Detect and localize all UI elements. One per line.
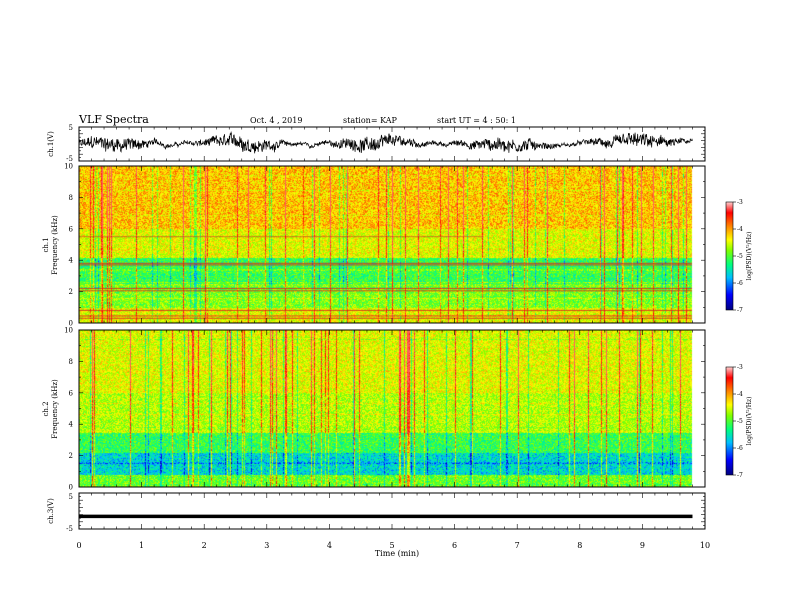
colorbar-tick-label: -3 bbox=[737, 364, 743, 371]
date-label: Oct. 4 , 2019 bbox=[250, 116, 302, 125]
time-tick-label: 4 bbox=[327, 541, 332, 550]
ch1-colorbar: -3 -4 -5 -6 -7 log(PSD)(V²/Hz) bbox=[725, 199, 753, 314]
time-tick-label: 9 bbox=[640, 541, 645, 550]
colorbar-tick-label: -6 bbox=[737, 280, 743, 287]
time-tick-label: 8 bbox=[577, 541, 582, 550]
time-tick-label: 1 bbox=[139, 541, 144, 550]
time-tick-label: 10 bbox=[700, 541, 710, 550]
frequency-tick-label: 10 bbox=[64, 163, 73, 171]
ch1-waveform-panel: 5 -5 ch.1(V) bbox=[47, 124, 706, 163]
colorbar-tick-label: -7 bbox=[737, 472, 743, 479]
colorbar-tick-label: -5 bbox=[737, 253, 743, 260]
ch2-spectrogram-ticks bbox=[78, 329, 706, 488]
frequency-tick-label: 2 bbox=[69, 288, 73, 296]
ch3-waveform-frame bbox=[78, 492, 706, 530]
ch3-waveform-ticks bbox=[78, 492, 706, 530]
ch3-waveform-panel: 5 -5 ch.3(V) bbox=[47, 492, 706, 533]
frequency-tick-label: 10 bbox=[64, 327, 73, 335]
colorbar-tick-label: -5 bbox=[737, 418, 743, 425]
frequency-tick-label: 4 bbox=[69, 257, 74, 265]
ch1-spectrogram-yticklabels: 0 2 4 6 8 10 bbox=[64, 163, 73, 328]
frequency-tick-label: 2 bbox=[69, 452, 73, 460]
ch1-colorbar-label: log(PSD)(V²/Hz) bbox=[746, 232, 753, 281]
colorbar-tick-label: -7 bbox=[737, 307, 743, 314]
ch1-waveform-ylabel: ch.1(V) bbox=[47, 131, 55, 157]
frequency-tick-label: 8 bbox=[69, 358, 73, 366]
time-tick-label: 0 bbox=[76, 541, 81, 550]
frequency-tick-label: 0 bbox=[69, 320, 73, 328]
ch3-ytick-bottom: -5 bbox=[66, 525, 73, 533]
colorbar-tick-label: -6 bbox=[737, 445, 743, 452]
ch2-spectrogram-image bbox=[79, 330, 705, 487]
time-axis-label: Time (min) bbox=[375, 549, 419, 558]
start-ut-label: start UT = 4 : 50: 1 bbox=[437, 116, 516, 125]
ch1-spectrogram-ticks bbox=[78, 165, 706, 324]
ch1-waveform-line bbox=[78, 131, 693, 154]
ch1-spectrogram-panel: 0 2 4 6 8 10 ch.1 Frequency (kHz) bbox=[42, 163, 706, 328]
ch3-waveform-ylabel: ch.3(V) bbox=[47, 498, 55, 524]
ch1-spectrogram-ylabel-frequency: Frequency (kHz) bbox=[51, 215, 59, 275]
colorbar-tick-label: -3 bbox=[737, 199, 743, 206]
ch2-spectrogram-ylabel-frequency: Frequency (kHz) bbox=[51, 379, 59, 439]
frequency-tick-label: 6 bbox=[69, 389, 74, 397]
ch1-ytick-top: 5 bbox=[69, 124, 73, 132]
time-axis-ticklabels: 0 1 2 3 4 5 6 7 8 9 10 bbox=[76, 541, 710, 550]
time-tick-label: 3 bbox=[264, 541, 269, 550]
ch2-spectrogram-yticklabels: 0 2 4 6 8 10 bbox=[64, 327, 73, 492]
frequency-tick-label: 4 bbox=[69, 421, 74, 429]
time-tick-label: 7 bbox=[515, 541, 520, 550]
station-label: station= KAP bbox=[343, 116, 398, 125]
frequency-tick-label: 6 bbox=[69, 225, 74, 233]
colorbar-tick-label: -4 bbox=[737, 226, 743, 233]
ch1-waveform-ticks bbox=[78, 126, 706, 162]
time-tick-label: 2 bbox=[202, 541, 207, 550]
frequency-tick-label: 8 bbox=[69, 194, 73, 202]
time-tick-label: 5 bbox=[389, 541, 394, 550]
ch2-colorbar: -3 -4 -5 -6 -7 log(PSD)(V²/Hz) bbox=[725, 364, 753, 479]
frequency-tick-label: 0 bbox=[69, 484, 73, 492]
time-tick-label: 6 bbox=[452, 541, 457, 550]
ch2-colorbar-gradient bbox=[725, 366, 734, 476]
ch2-colorbar-label: log(PSD)(V²/Hz) bbox=[746, 397, 753, 446]
ch2-colorbar-ticks: -3 -4 -5 -6 -7 bbox=[733, 364, 743, 479]
ch3-ytick-top: 5 bbox=[69, 493, 73, 501]
ch1-colorbar-gradient bbox=[725, 201, 734, 311]
ch2-spectrogram-panel: 0 2 4 6 8 10 ch.2 Frequency (kHz) bbox=[42, 327, 706, 492]
colorbar-tick-label: -4 bbox=[737, 391, 743, 398]
ch2-spectrogram-ylabel-channel: ch.2 bbox=[42, 401, 50, 416]
ch1-spectrogram-ylabel-channel: ch.1 bbox=[42, 237, 50, 252]
ch1-ytick-bottom: -5 bbox=[66, 155, 73, 163]
ch1-spectrogram-image bbox=[79, 166, 705, 323]
ch1-colorbar-ticks: -3 -4 -5 -6 -7 bbox=[733, 199, 743, 314]
figure-title: VLF Spectra bbox=[78, 113, 149, 126]
